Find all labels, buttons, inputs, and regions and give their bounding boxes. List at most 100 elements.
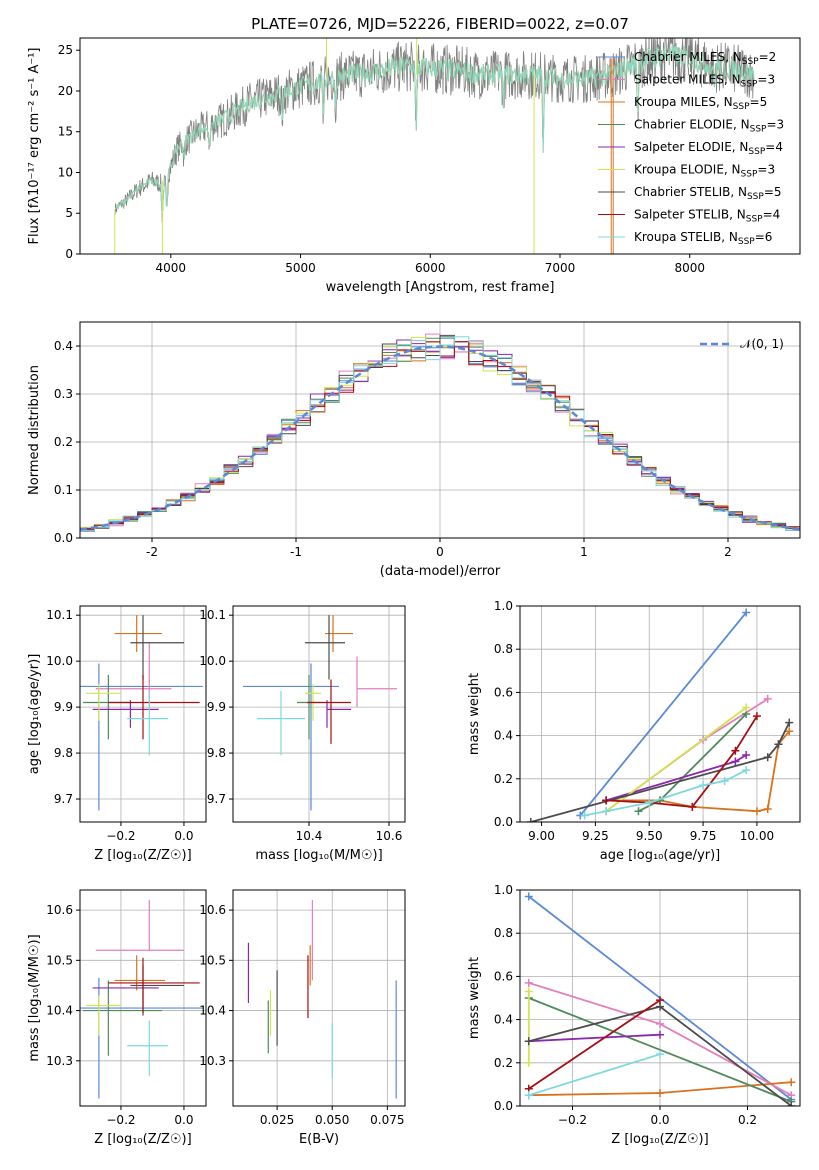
x-tick-label: 1 xyxy=(580,545,588,559)
series-line-kroupa-elodie xyxy=(605,706,747,812)
series-marker xyxy=(785,727,794,736)
x-axis-label: E(B-V) xyxy=(299,1132,339,1147)
series-marker xyxy=(656,1089,664,1098)
legend-label: Chabrier MILES, NSSP=2 xyxy=(634,50,776,67)
series-marker xyxy=(785,718,794,727)
y-tick-label: 0.0 xyxy=(494,1099,513,1113)
y-tick-label: 9.8 xyxy=(207,746,226,760)
histogram-kroupa-stelib xyxy=(80,336,800,532)
y-tick-label: 0.0 xyxy=(54,531,73,545)
y-tick-label: 0.2 xyxy=(494,772,513,786)
legend-label-text: Chabrier ELODIE, N xyxy=(634,118,750,132)
legend-label-count: =5 xyxy=(750,95,768,109)
x-tick-label: 9.75 xyxy=(690,829,717,843)
x-tick-label: 2 xyxy=(724,545,732,559)
legend-label-sub: SSP xyxy=(738,237,755,247)
y-tick-label: 9.9 xyxy=(54,700,73,714)
panel-mass_vs_z: −0.2 0.0 10.3 10.4 10.5 10.6 Z [log₁₀(Z/Z☉)] ma… xyxy=(27,889,207,1147)
x-tick-label: 0.025 xyxy=(260,1113,294,1127)
legend-label-sub: SSP xyxy=(747,192,764,202)
legend-label-sub: SSP xyxy=(742,57,759,67)
series-marker xyxy=(656,1030,664,1039)
y-tick-label: 0.4 xyxy=(494,729,513,743)
y-tick-label: 0.8 xyxy=(494,642,513,656)
x-tick-label: 0.075 xyxy=(370,1113,404,1127)
legend-label-count: =6 xyxy=(755,230,773,244)
series-marker xyxy=(774,740,783,749)
x-tick-label: 4000 xyxy=(156,261,187,275)
y-axis-label: mass weight xyxy=(467,957,482,1039)
series-marker xyxy=(742,703,751,712)
axes-frame xyxy=(232,889,406,1107)
plot-area xyxy=(233,890,405,1106)
y-axis-label: mass [log₁₀(M/M☉)] xyxy=(27,934,42,1061)
y-tick-label: 10.4 xyxy=(199,1004,226,1018)
y-tick-label: 10.6 xyxy=(46,903,73,917)
legend-label-count: =4 xyxy=(763,208,781,222)
y-tick-label: 10.5 xyxy=(46,953,73,967)
legend-label-sub: SSP xyxy=(746,215,763,225)
series-line-kroupa-stelib xyxy=(528,1053,661,1097)
series-marker xyxy=(656,1019,664,1028)
series-line-chabrier-miles xyxy=(579,611,747,817)
y-tick-label: 15 xyxy=(58,125,73,139)
series-marker xyxy=(731,746,740,755)
y-tick-label: 10.1 xyxy=(199,608,226,622)
y-axis-label: Normed distribution xyxy=(27,365,42,495)
legend-label-text: Salpeter ELODIE, N xyxy=(634,140,748,154)
y-tick-label: 0.2 xyxy=(494,1056,513,1070)
legend-label: Salpeter MILES, NSSP=3 xyxy=(634,73,775,90)
legend-label-sub: SSP xyxy=(733,102,750,112)
spectrum-model-line xyxy=(114,44,755,214)
series-line-chabrier-elodie xyxy=(528,997,792,1103)
series-marker xyxy=(524,1091,533,1100)
y-tick-label: 10.0 xyxy=(199,654,226,668)
legend-label: Chabrier STELIB, NSSP=5 xyxy=(634,185,782,202)
y-tick-label: 10.3 xyxy=(199,1054,226,1068)
x-axis-label: age [log₁₀(age/yr)] xyxy=(600,848,721,863)
panel-weight_vs_z: −0.2 0.0 0.2 0.0 0.2 0.4 0.6 0.8 1.0 Z [log₁₀(Z/Z… xyxy=(467,883,801,1147)
legend-label: Salpeter STELIB, NSSP=4 xyxy=(634,208,780,225)
x-tick-label: 0.0 xyxy=(174,829,193,843)
y-tick-label: 0.2 xyxy=(54,435,73,449)
series-marker xyxy=(634,807,643,816)
plot-area xyxy=(520,890,800,1106)
y-tick-label: 10.3 xyxy=(46,1054,73,1068)
axes-frame xyxy=(519,605,801,823)
plot-area xyxy=(80,606,206,822)
legend-label-count: =4 xyxy=(765,140,783,154)
y-tick-label: 10.4 xyxy=(46,1004,73,1018)
series-marker xyxy=(524,892,533,901)
legend-label: Kroupa MILES, NSSP=5 xyxy=(634,95,767,112)
panels: Chabrier MILES, NSSP=2 Salpeter MILES, NS… xyxy=(27,37,801,1147)
legend-label: Salpeter ELODIE, NSSP=4 xyxy=(634,140,783,157)
y-tick-label: 0 xyxy=(65,247,73,261)
normal-curve xyxy=(80,345,800,531)
y-tick-label: 10.6 xyxy=(199,903,226,917)
plot-area xyxy=(114,38,755,254)
legend-label-sub: SSP xyxy=(741,80,758,90)
panel-age_vs_mass: 10.4 10.6 9.7 9.8 9.9 10.0 10.1 mass [log₁₀(M/M… xyxy=(199,605,406,863)
panel-spectrum: Chabrier MILES, NSSP=2 Salpeter MILES, NS… xyxy=(27,37,801,295)
series-marker xyxy=(688,802,697,811)
y-tick-label: 0.8 xyxy=(494,926,513,940)
x-axis-label: Z [log₁₀(Z/Z☉)] xyxy=(94,1132,191,1147)
series-marker xyxy=(720,776,729,785)
series-marker xyxy=(742,766,751,775)
x-axis-label: Z [log₁₀(Z/Z☉)] xyxy=(94,848,191,863)
series-marker xyxy=(580,811,589,820)
legend-label: Kroupa STELIB, NSSP=6 xyxy=(634,230,772,247)
series-line-chabrier-stelib xyxy=(530,722,791,822)
series-marker xyxy=(699,781,708,790)
series-marker xyxy=(524,1037,533,1046)
series-line-salpeter-elodie xyxy=(528,1033,661,1043)
x-tick-label: −0.2 xyxy=(106,829,135,843)
y-axis-label: Flux [fλ10⁻¹⁷ erg cm⁻² s⁻¹ A⁻¹] xyxy=(27,48,42,245)
legend-label-count: =3 xyxy=(766,118,784,132)
series-marker xyxy=(524,987,533,996)
legend-label-text: Salpeter STELIB, N xyxy=(634,208,746,222)
legend-label-sub: SSP xyxy=(741,170,758,180)
x-tick-label: -2 xyxy=(146,545,158,559)
plot-area xyxy=(233,606,405,822)
legend-label-sub: SSP xyxy=(748,147,765,157)
